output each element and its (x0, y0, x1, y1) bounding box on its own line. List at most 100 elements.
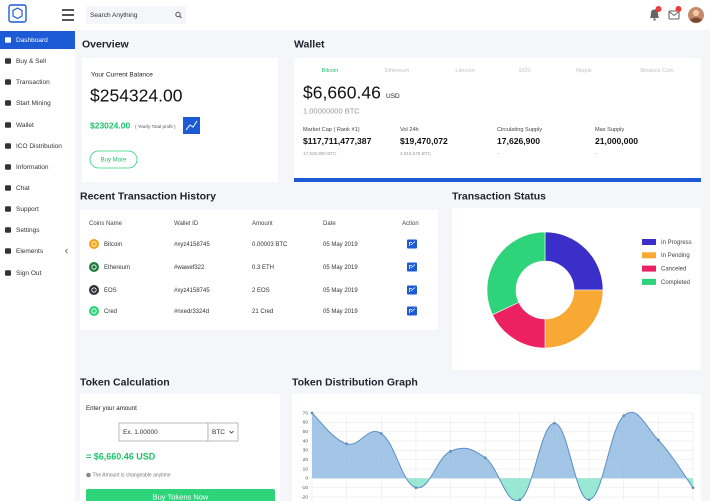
coin-tab[interactable]: Bitcoin (322, 68, 339, 74)
y-tick-label: 0 (305, 476, 308, 482)
data-point (553, 421, 556, 425)
menu-toggle[interactable] (62, 9, 74, 21)
unit-select[interactable] (207, 422, 239, 442)
nav-icon (5, 58, 11, 64)
amount: 0.3 ETH (252, 265, 274, 271)
legend-swatch (642, 265, 656, 272)
coin-icon (89, 262, 99, 272)
donut-segment (486, 231, 546, 316)
stat-sub: 2,915,578 BTC (400, 151, 432, 156)
column-header: Coins Name (89, 221, 123, 227)
data-point (345, 442, 349, 446)
coin-tab[interactable]: Binance Coin (640, 68, 673, 74)
coin-name: Bitcoin (104, 242, 122, 248)
profit-note: ( Yearly Total profit ) (135, 124, 176, 129)
nav-item[interactable]: Information (16, 164, 49, 171)
nav-item[interactable]: Sign Out (16, 270, 41, 277)
nav-icon (5, 248, 11, 254)
nav-item[interactable]: ICO Distribution (16, 143, 62, 150)
nav-icon (5, 100, 11, 106)
stat-label: Max Supply (595, 127, 624, 133)
action-icon (409, 241, 416, 246)
calculation-card (80, 394, 280, 501)
wallet-id: #wawef322 (174, 265, 205, 271)
nav-item[interactable]: Settings (16, 227, 40, 234)
nav-item[interactable]: Start Mining (16, 100, 51, 107)
data-point (483, 456, 487, 460)
conversion-result: = $6,660.46 USD (86, 451, 156, 461)
nav-item[interactable]: Dashboard (16, 37, 48, 44)
active-item-bg (0, 31, 75, 49)
date: 05 May 2019 (323, 242, 358, 248)
legend-swatch (642, 278, 656, 285)
legend-label: Canceled (661, 266, 686, 272)
wallet-id: #xyz4158745 (174, 288, 210, 294)
search-box[interactable] (86, 6, 186, 24)
stat-sub: -- (497, 151, 501, 156)
stat-sub: -- (595, 151, 599, 156)
expand-chevron (64, 248, 68, 254)
y-tick-label: 20 (303, 457, 309, 463)
coin-icon (89, 239, 99, 249)
legend-swatch (642, 239, 656, 245)
notifications[interactable] (650, 6, 662, 21)
data-point (518, 498, 522, 501)
balance-label: Your Current Balance (91, 72, 153, 79)
nav-icon (5, 164, 11, 170)
data-point (414, 486, 418, 490)
search-icon[interactable] (175, 11, 182, 19)
coin-tab[interactable]: Ripple (576, 68, 592, 74)
data-point (310, 411, 314, 415)
data-point (587, 498, 591, 501)
data-point (449, 449, 452, 453)
wallet-accent (294, 178, 701, 182)
action-icon (409, 287, 416, 292)
amount: 2 EOS (252, 288, 270, 294)
search-placeholder: Search Anything (90, 12, 138, 19)
data-point (622, 414, 626, 418)
nav-item[interactable]: Buy & Sell (16, 58, 47, 65)
legend-label: In Progress (661, 240, 692, 246)
section-title: Token Distribution Graph (292, 376, 418, 388)
price: $6,660.46 (303, 83, 381, 103)
data-point (379, 432, 383, 435)
info-icon (86, 472, 91, 478)
column-header: Amount (252, 221, 273, 227)
buy-tokens-button[interactable] (86, 489, 275, 501)
coin-amount: 1.00000000 BTC (303, 106, 360, 115)
coin-icon (89, 306, 99, 316)
coin-tab[interactable]: Ethereum (385, 68, 410, 74)
avatar[interactable] (688, 7, 704, 23)
stat-label: Market Cap ( Rank #1) (303, 127, 360, 133)
input-placeholder: Ex. 1.00000 (123, 429, 158, 436)
coin-tab[interactable]: EOS (519, 68, 531, 74)
stat-label: Circulating Supply (497, 127, 542, 133)
nav-item[interactable]: Support (16, 206, 39, 213)
select-chevron (229, 430, 234, 434)
nav-icon (5, 270, 11, 276)
nav-item[interactable]: Transaction (16, 79, 50, 86)
date: 05 May 2019 (323, 309, 358, 315)
coin-name: EOS (104, 288, 117, 294)
wallet-id: #xyz4158745 (174, 242, 210, 248)
profit: $23024.00 (90, 120, 130, 130)
trend-button[interactable] (183, 117, 200, 134)
nav-item[interactable]: Elements (16, 248, 44, 255)
logo[interactable] (8, 4, 27, 23)
data-point (691, 486, 695, 490)
stat-value: 17,626,900 (497, 136, 540, 146)
nav-item[interactable]: Chat (16, 185, 30, 192)
y-tick-label: 50 (303, 429, 309, 435)
coin-tab[interactable]: Litecoin (455, 68, 474, 74)
unit: BTC (212, 429, 225, 436)
column-header: Date (323, 221, 336, 227)
date: 05 May 2019 (323, 288, 358, 294)
messages[interactable] (668, 6, 682, 20)
amount: 21 Cred (252, 309, 273, 315)
coin-name: Cred (104, 309, 117, 315)
nav-item[interactable]: Wallet (16, 122, 34, 129)
y-tick-label: 30 (303, 448, 309, 454)
buy-more-button[interactable] (89, 150, 138, 169)
